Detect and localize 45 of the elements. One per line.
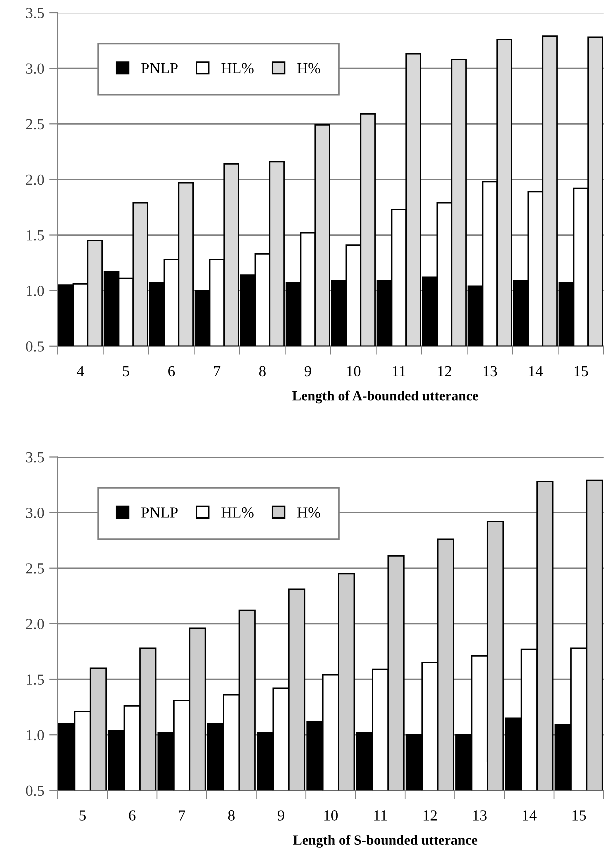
legend-label: HL%: [222, 63, 254, 74]
x-tick-label: 15: [574, 366, 588, 377]
y-tick-label: 1.0: [27, 730, 44, 741]
x-axis-title: Length of S-bounded utterance: [293, 835, 478, 848]
x-tick-label: 9: [278, 810, 284, 821]
x-tick-label: 7: [179, 810, 186, 821]
x-tick-label: 12: [424, 810, 437, 821]
x-tick-label: 13: [474, 810, 487, 821]
x-tick-label: 7: [214, 366, 221, 376]
y-tick-label: 1.0: [27, 286, 44, 296]
y-tick-label: 2.0: [26, 619, 44, 630]
y-tick-label: 1.5: [27, 674, 44, 686]
x-tick-label: 10: [347, 366, 361, 377]
x-axis-title: Length of A-bounded utterance: [292, 390, 478, 404]
x-tick-label: 10: [324, 810, 338, 821]
y-tick-label: 3.0: [26, 64, 44, 74]
legend-label: HL%: [222, 508, 254, 518]
y-tick-label: 1.5: [27, 230, 44, 241]
x-tick-label: 8: [259, 366, 266, 377]
x-tick-label: 5: [80, 810, 86, 821]
legend-label: PNLP: [142, 63, 178, 74]
x-tick-label: 11: [393, 366, 406, 376]
x-tick-label: 6: [168, 366, 176, 377]
x-tick-label: 11: [374, 810, 387, 821]
legend-label: H%: [298, 63, 320, 74]
y-tick-label: 0.5: [26, 786, 44, 796]
x-tick-label: 6: [129, 810, 136, 821]
legend-label: H%: [298, 508, 320, 518]
x-tick-label: 14: [523, 810, 537, 821]
x-tick-label: 8: [228, 810, 235, 821]
y-tick-label: 2.0: [26, 174, 44, 186]
x-tick-label: 15: [572, 810, 586, 821]
y-tick-label: 0.5: [26, 342, 44, 352]
y-tick-label: 3.5: [26, 8, 44, 19]
y-tick-label: 3.5: [26, 452, 44, 463]
y-tick-label: 2.5: [26, 564, 44, 574]
x-tick-label: 5: [123, 366, 130, 377]
x-tick-label: 14: [529, 366, 544, 376]
x-tick-label: 9: [304, 366, 312, 377]
legend-label: PNLP: [142, 508, 178, 518]
x-tick-label: 12: [438, 366, 452, 376]
x-tick-label: 13: [484, 366, 498, 377]
y-tick-label: 3.0: [26, 508, 44, 518]
x-tick-label: 4: [77, 366, 84, 376]
y-tick-label: 2.5: [26, 119, 44, 130]
